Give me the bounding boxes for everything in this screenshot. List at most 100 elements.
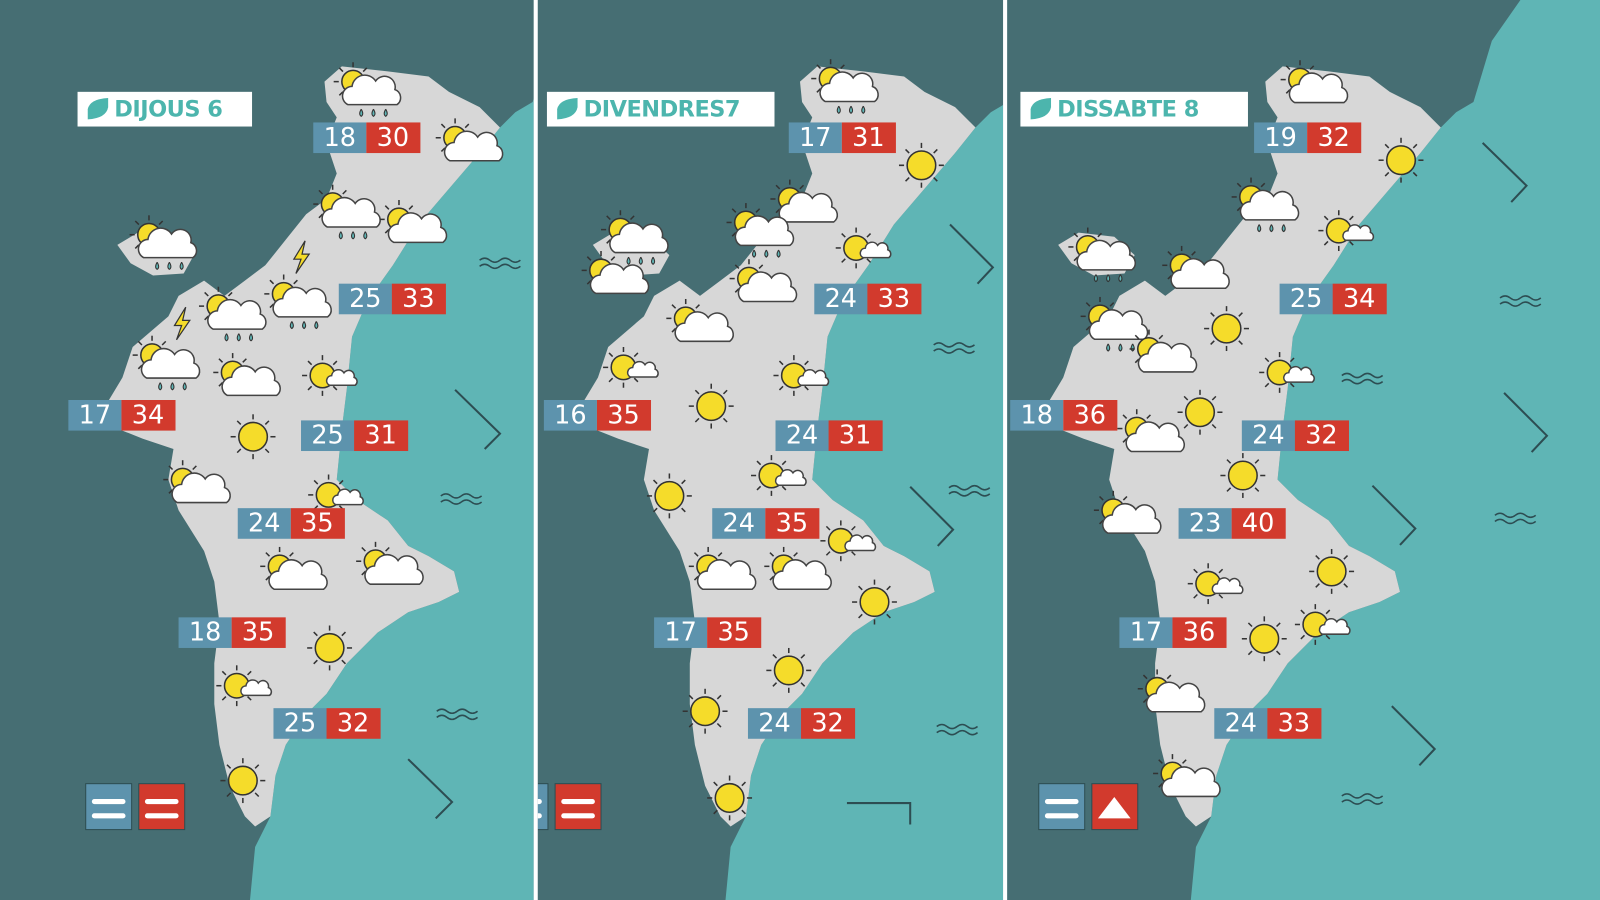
sun-ray [804,360,809,366]
sun-ray [671,327,677,333]
sun-disc [314,632,345,664]
sun-ray [440,147,446,153]
sun-ray [1122,495,1128,501]
sun-ray [313,631,318,637]
min-temperature: 25 [284,708,316,738]
sun-disc [906,150,937,181]
rain-drop [158,382,163,391]
sun-ray [1260,182,1266,188]
sun-ray [695,304,700,309]
min-temp-box [237,508,291,539]
max-temperature: 40 [1242,508,1274,538]
min-temperature: 25 [349,284,381,314]
sun-ray [775,184,781,190]
rain-drop [638,256,643,265]
min-temperature: 24 [248,508,280,538]
sun-icon [1241,616,1287,662]
sun-ray [1099,519,1104,525]
wind-arrow [846,802,912,825]
sun-ray [218,382,224,387]
sun-ray [158,220,164,226]
sun-ray [1099,495,1104,501]
wind-arrow [909,486,955,547]
sun-ray [769,552,775,557]
sun-ray [1384,143,1390,149]
panel-title: DISSABTE 8 [1057,97,1199,123]
sun-ray [247,695,252,701]
rain-drop [371,108,376,117]
lightning-icon [292,240,311,274]
sun-ray [1085,325,1091,331]
sun-ray [134,220,140,226]
min-trend-box [537,783,549,831]
max-temp-box [121,400,176,431]
min-temperature: 17 [799,123,831,153]
sun-ray [781,460,787,466]
sun-ray [192,465,197,471]
sun-ray [758,264,764,270]
cloud-icon [268,559,328,591]
max-temperature: 32 [1317,123,1349,153]
sun-ray [265,575,271,581]
wind-arrow [1391,705,1437,767]
cloud-icon [774,469,807,486]
sun-disc [654,480,685,511]
sun-ray [1211,423,1217,429]
sun-ray [1158,783,1163,788]
sun-ray [318,213,324,219]
rain-drop [1118,274,1123,283]
max-temp-box [1307,122,1362,154]
sun-ray [886,585,891,591]
max-temperature: 33 [878,284,910,314]
min-temperature: 24 [1252,421,1284,451]
sun-ray [1142,698,1148,704]
cloud-icon [387,212,448,244]
sun-icon [1177,389,1223,435]
sun-ray [236,448,242,454]
sun-icon [852,579,897,625]
sun-ray [629,215,635,221]
sun-ray [840,64,845,70]
sun-ray [1343,583,1349,588]
sun-ray [858,613,863,619]
max-temperature: 35 [242,618,274,648]
sea-wave [440,493,483,499]
sun-ray [778,385,784,391]
cloud-icon [1137,341,1198,373]
max-temperature: 35 [301,508,333,538]
sun-ray [652,479,658,485]
sun-ray [1236,182,1242,188]
sun-ray [905,177,910,182]
rain-drop [626,256,631,265]
max-temperature: 35 [776,508,808,538]
sun-icon [230,414,276,460]
min-temperature: 17 [79,400,111,430]
cloud-icon [1101,503,1162,534]
rain-drop [1093,274,1098,283]
wind-arrow [1503,392,1549,453]
sea-wave [1499,301,1542,307]
sun-ray [905,148,910,154]
min-temp-box [313,122,367,154]
cloud-icon [797,369,830,386]
sun-ray [338,91,344,96]
sun-ray [1134,358,1140,364]
rain-drop [848,105,854,114]
max-temp-box [1172,617,1227,648]
sun-ray [247,670,252,676]
max-temp-box [290,508,345,539]
sea-wave [1341,793,1384,799]
max-temperature: 31 [364,421,396,451]
sun-ray [385,546,390,552]
sun-ray [1247,622,1253,628]
min-temp-box [654,617,708,648]
sun-ray [384,205,390,210]
sun-ray [1264,357,1270,363]
sun-ray [717,552,723,557]
rain-drop [1281,224,1286,233]
sea-wave [1341,378,1384,385]
sun-disc [1316,556,1347,587]
max-temp-box [828,420,883,452]
